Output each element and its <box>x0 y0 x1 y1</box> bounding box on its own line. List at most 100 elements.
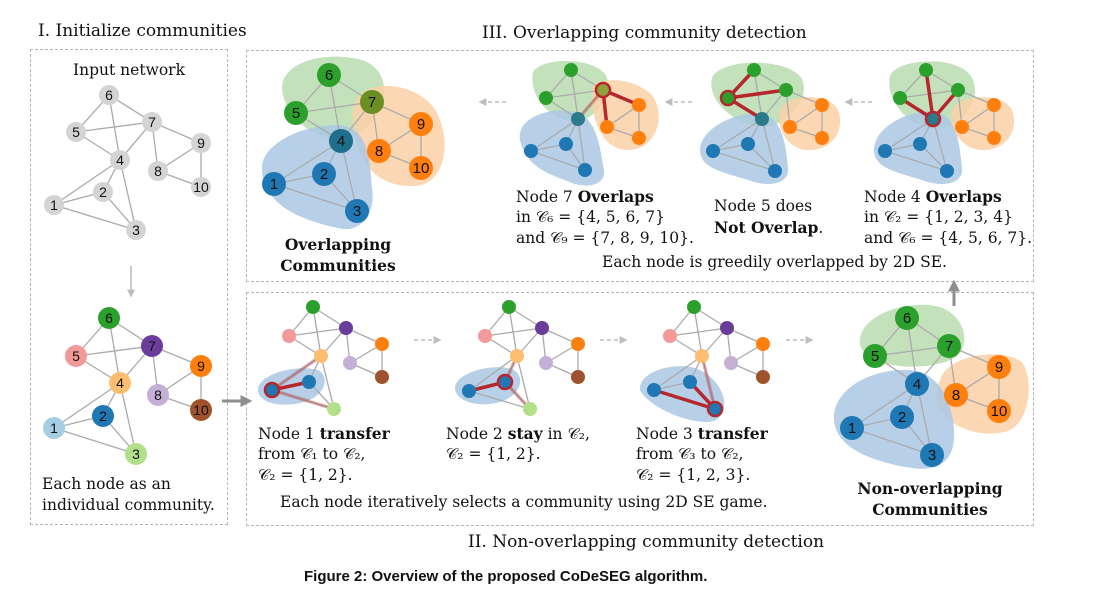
overlapping-node-8 <box>367 139 391 163</box>
step2-node-10 <box>571 370 585 384</box>
individual-node-3 <box>125 443 147 465</box>
s5-highlight-edge-5-7 <box>727 88 787 100</box>
step1-edge-1-4 <box>271 355 322 391</box>
individual-node-4 <box>109 372 131 394</box>
s4-node-4 <box>924 110 942 128</box>
step1-node-1 <box>263 381 281 399</box>
step1-line3: 𝒞₂ = {1, 2}. <box>258 466 353 484</box>
nonoverlap-edge-1-4 <box>851 383 918 429</box>
step4-line2: in 𝒞₂ = {1, 2, 3, 4} <box>864 208 1013 226</box>
s4-node-2 <box>913 137 927 151</box>
init-note-line2: individual community. <box>42 496 215 514</box>
step2-node-2 <box>496 373 514 391</box>
step2-edge-1-3 <box>468 390 531 410</box>
individual-node-label-10: 10 <box>193 402 209 418</box>
nonoverlap-node-label-6: 6 <box>903 310 911 327</box>
s5-node-6 <box>747 63 761 77</box>
step2-edge-1-4 <box>468 355 518 392</box>
individual-node-7 <box>141 335 163 357</box>
step2-edge-3-4 <box>516 355 531 410</box>
individual-edge-1-3 <box>53 427 137 455</box>
overlapping-node-label-7: 7 <box>368 94 376 111</box>
step2-node-4 <box>510 349 524 363</box>
input-node-label-2: 2 <box>99 184 107 200</box>
individual-edge-5-7 <box>75 345 153 357</box>
individual-node-9 <box>190 355 212 377</box>
s5-node-8 <box>783 120 797 134</box>
s5-node-5 <box>719 89 737 107</box>
input-node-label-6: 6 <box>105 87 113 103</box>
input-node-label-10: 10 <box>193 179 209 195</box>
section2-title: II. Non-overlapping community detection <box>468 532 825 552</box>
overlapping-node-7 <box>360 90 384 114</box>
step1-node-9 <box>375 337 389 351</box>
step4-line1: Node 4 Overlaps <box>864 187 1002 206</box>
step1-line2: from 𝒞₁ to 𝒞₂, <box>258 445 366 463</box>
nonoverlap-node-7 <box>937 334 961 358</box>
s4-node-5 <box>893 91 907 105</box>
step3-line1: Node 3 transfer <box>636 424 768 443</box>
step3-node-2 <box>683 375 697 389</box>
individual-node-2 <box>92 405 114 427</box>
step1-line1: Node 1 transfer <box>258 424 390 443</box>
step3-highlight-edge-3-4 <box>700 355 717 410</box>
step3-edge-5-7 <box>669 327 728 337</box>
overlapping-node-label-9: 9 <box>417 116 425 133</box>
s4-node-1 <box>878 144 892 158</box>
input-edge-3-4 <box>119 159 137 231</box>
step1-node-2 <box>302 375 316 389</box>
figure-caption: Figure 2: Overview of the proposed CoDeS… <box>304 568 708 585</box>
nonoverlap-node-8 <box>944 383 968 407</box>
step7-line1: Node 7 Overlaps <box>516 187 654 206</box>
overlapping-node-label-3: 3 <box>353 203 361 220</box>
input-node-2 <box>93 182 113 202</box>
step3-node-6 <box>687 300 701 314</box>
overlapping-node-4 <box>329 129 353 153</box>
individual-edge-1-4 <box>53 382 121 429</box>
input-network-label: Input network <box>73 61 185 79</box>
step3-node-10 <box>756 370 770 384</box>
overlapping-edge-1-3 <box>273 183 358 212</box>
input-node-label-4: 4 <box>116 152 124 168</box>
input-node-1 <box>44 195 64 215</box>
individual-node-label-2: 2 <box>99 408 107 424</box>
step3-node-3 <box>706 400 724 418</box>
s5-edge-3-4 <box>761 118 776 172</box>
overlapping-node-3 <box>345 199 369 223</box>
nonoverlap-node-label-4: 4 <box>913 376 921 393</box>
step1-highlight-edge-1-4 <box>271 354 322 392</box>
step2-node-1 <box>462 384 476 398</box>
nonoverlap-node-4 <box>905 372 929 396</box>
overlapping-title-line2: Communities <box>280 256 396 275</box>
overlapping-node-label-4: 4 <box>337 133 345 150</box>
overlapping-node-label-2: 2 <box>320 166 328 183</box>
individual-node-label-7: 7 <box>148 338 156 354</box>
input-edge-1-4 <box>53 159 121 206</box>
input-node-7 <box>142 112 162 132</box>
s7-edge-1-3 <box>530 150 586 171</box>
nonoverlap-edge-1-3 <box>851 427 933 456</box>
s7-edge-3-4 <box>577 118 586 171</box>
s5-node-4 <box>755 112 769 126</box>
s5-node-1 <box>706 144 720 158</box>
step3-node-4 <box>695 349 709 363</box>
section3-title: III. Overlapping community detection <box>482 23 807 43</box>
step1-edge-1-3 <box>271 389 335 410</box>
individual-node-5 <box>65 345 87 367</box>
individual-node-label-4: 4 <box>116 375 124 391</box>
s5-node-9 <box>815 98 829 112</box>
step2-node-3 <box>523 402 537 416</box>
individual-node-label-8: 8 <box>154 387 162 403</box>
step5-line2: Not Overlap. <box>714 218 824 237</box>
s4-node-3 <box>940 164 954 178</box>
step1-node-8 <box>343 356 357 370</box>
s5-edge-1-4 <box>712 118 763 152</box>
step3-line2: from 𝒞₃ to 𝒞₂, <box>636 445 744 463</box>
input-node-9 <box>191 133 211 153</box>
nonoverlap-node-label-3: 3 <box>928 447 936 464</box>
section1-panel <box>30 49 228 525</box>
section3-note: Each node is greedily overlapped by 2D S… <box>602 253 947 271</box>
overlapping-node-9 <box>409 112 433 136</box>
nonoverlap-node-label-8: 8 <box>952 387 960 404</box>
step7-line3: and 𝒞₉ = {7, 8, 9, 10}. <box>516 229 694 247</box>
